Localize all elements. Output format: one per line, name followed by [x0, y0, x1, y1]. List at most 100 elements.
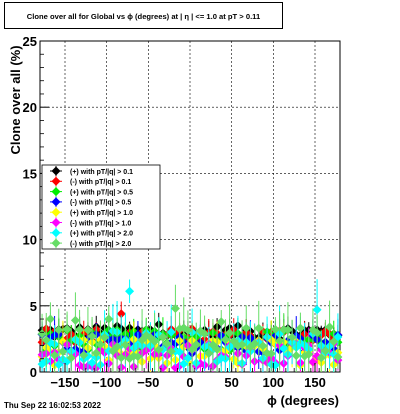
- legend-label: (+) with pT/|q| > 0.1: [70, 169, 133, 176]
- data-marker: [87, 358, 97, 368]
- data-marker: [183, 353, 193, 363]
- x-tick-label: 50: [224, 375, 238, 390]
- data-marker: [204, 348, 214, 358]
- data-marker: [87, 331, 97, 341]
- data-marker: [183, 325, 193, 335]
- data-marker: [45, 314, 55, 324]
- axes: −150 −100 −50 0 50 100 150 0 5 10 15 20 25: [23, 34, 337, 390]
- data-marker: [170, 303, 180, 313]
- x-axis-label: ϕ (degrees): [267, 393, 339, 408]
- legend-label: (+) with pT/|q| > 1.0: [70, 210, 133, 217]
- legend-marker: [51, 176, 61, 186]
- data-marker: [287, 332, 297, 342]
- data-marker: [175, 347, 185, 357]
- data-marker: [166, 346, 176, 356]
- data-marker: [120, 340, 130, 350]
- legend-label: (+) with pT/|q| > 0.5: [70, 189, 133, 196]
- data-marker: [258, 341, 268, 351]
- data-marker: [225, 328, 235, 338]
- data-marker: [333, 352, 343, 362]
- data-marker: [179, 359, 189, 369]
- data-marker: [329, 337, 339, 347]
- timestamp: Thu Sep 22 16:02:53 2022: [4, 401, 101, 410]
- legend: (+) with pT/|q| > 0.1 (-) with pT/|q| > 0…: [41, 164, 161, 250]
- data-marker: [91, 348, 101, 358]
- data-marker: [158, 332, 168, 342]
- legend-label: (+) with pT/|q| > 2.0: [70, 231, 133, 238]
- data-marker: [250, 338, 260, 348]
- data-marker: [54, 325, 64, 335]
- legend-label: (-) with pT/|q| > 0.5: [70, 200, 131, 207]
- legend-box: [41, 164, 161, 250]
- data-marker: [41, 335, 51, 345]
- y-tick-label: 5: [30, 299, 37, 314]
- x-tick-label: −100: [92, 375, 121, 390]
- y-tick-label: 0: [30, 365, 37, 380]
- data-marker: [58, 347, 68, 357]
- data-marker: [166, 327, 176, 337]
- legend-marker: [51, 187, 61, 197]
- data-marker: [116, 353, 126, 363]
- y-tick-label: 15: [23, 166, 37, 181]
- x-tick-label: −50: [137, 375, 159, 390]
- x-tick-label: 100: [262, 375, 284, 390]
- legend-marker: [51, 218, 61, 227]
- y-tick-label: 25: [23, 34, 37, 49]
- data-marker: [191, 340, 201, 350]
- data-marker: [279, 344, 289, 354]
- data-marker: [83, 325, 93, 335]
- data-marker: [62, 324, 72, 334]
- x-tick-label: −150: [50, 375, 79, 390]
- data-marker: [312, 305, 322, 315]
- data-marker: [275, 336, 285, 346]
- data-marker: [187, 345, 197, 355]
- data-marker: [95, 339, 105, 349]
- legend-label: (-) with pT/|q| > 0.1: [70, 179, 131, 186]
- data-marker: [212, 344, 222, 354]
- data-marker: [37, 329, 47, 339]
- legend-label: (-) with pT/|q| > 1.0: [70, 220, 131, 227]
- data-marker: [162, 339, 172, 349]
- legend-marker: [51, 207, 61, 217]
- data-marker: [66, 353, 76, 363]
- y-tick-label: 10: [23, 233, 37, 248]
- x-tick-label: 150: [304, 375, 326, 390]
- data-marker: [75, 325, 85, 335]
- data-marker: [150, 336, 160, 346]
- data-marker: [254, 323, 264, 333]
- data-marker: [291, 351, 301, 361]
- data-marker: [154, 345, 164, 355]
- y-tick-label: 20: [23, 100, 37, 115]
- data-marker: [316, 353, 326, 363]
- legend-marker: [51, 238, 61, 248]
- x-tick-label: 0: [186, 375, 193, 390]
- data-marker: [266, 349, 276, 359]
- data-marker: [216, 317, 226, 327]
- data-marker: [295, 323, 305, 333]
- chart-title: Clone over all for Global vs ϕ (degrees)…: [4, 2, 283, 29]
- data-marker: [100, 333, 110, 343]
- data-marker: [304, 349, 314, 359]
- legend-marker: [51, 197, 61, 207]
- data-marker: [283, 325, 293, 335]
- data-marker: [133, 352, 143, 362]
- data-points: [37, 279, 343, 373]
- data-marker: [241, 323, 251, 333]
- data-marker: [237, 340, 247, 350]
- data-marker: [104, 314, 114, 324]
- data-marker: [220, 335, 230, 345]
- data-marker: [112, 342, 122, 352]
- data-marker: [50, 350, 60, 360]
- data-marker: [125, 286, 135, 296]
- data-marker: [116, 309, 126, 319]
- legend-marker: [51, 228, 61, 238]
- legend-label: (-) with pT/|q| > 2.0: [70, 241, 131, 248]
- y-axis-label: Clone over all (%): [8, 45, 23, 154]
- data-marker: [270, 324, 280, 334]
- legend-marker: [51, 166, 61, 176]
- data-marker: [70, 315, 80, 325]
- data-marker: [200, 329, 210, 339]
- data-marker: [79, 350, 89, 360]
- data-marker: [54, 360, 64, 370]
